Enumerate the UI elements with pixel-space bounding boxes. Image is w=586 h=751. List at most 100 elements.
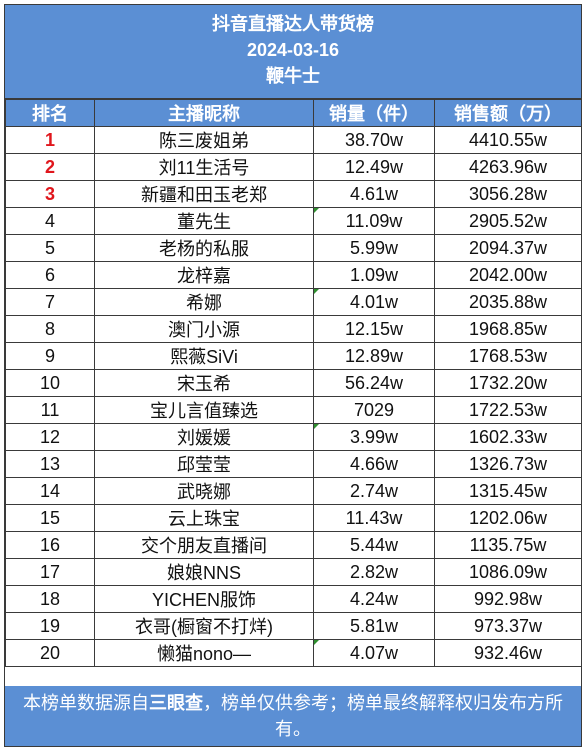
rank-cell: 18 xyxy=(5,585,95,613)
sales-cell: 5.99w xyxy=(313,234,435,262)
column-header-revenue: 销售额（万） xyxy=(434,99,582,127)
revenue-cell-text: 4263.96w xyxy=(468,156,548,177)
table-row: 2 刘11生活号 12.49w 4263.96w xyxy=(5,153,582,181)
revenue-cell-text: 2905.52w xyxy=(468,210,548,231)
revenue-cell: 973.37w xyxy=(434,612,582,640)
revenue-cell-text: 1315.45w xyxy=(468,480,548,501)
rank-cell: 3 xyxy=(5,180,95,208)
streamer-name-cell: 董先生 xyxy=(94,207,314,235)
sales-cell: 2.74w xyxy=(313,477,435,505)
rank-cell: 8 xyxy=(5,315,95,343)
revenue-cell: 4263.96w xyxy=(434,153,582,181)
disclaimer-footer: 本榜单数据源自三眼查，榜单仅供参考；榜单最终解释权归发布方所有。 xyxy=(5,686,581,746)
sales-cell-text: 4.07w xyxy=(349,642,399,663)
revenue-cell: 992.98w xyxy=(434,585,582,613)
page-title: 抖音直播达人带货榜 xyxy=(212,14,374,34)
rank-cell-text: 15 xyxy=(39,507,61,528)
streamer-name-cell-text: 老杨的私服 xyxy=(159,239,249,259)
ranking-table: 排名 主播昵称 销量（件） 销售额（万） 1 陈三废姐弟 38.70w 4410.55… xyxy=(5,99,582,667)
table-row: 17 娘娘NNS 2.82w 1086.09w xyxy=(5,558,582,586)
table-row: 1 陈三废姐弟 38.70w 4410.55w xyxy=(5,126,582,154)
sales-cell-text: 38.70w xyxy=(344,129,404,150)
sales-cell-text: 3.99w xyxy=(349,426,399,447)
streamer-name-cell-text: 交个朋友直播间 xyxy=(141,536,267,556)
revenue-cell-text: 1202.06w xyxy=(468,507,548,528)
streamer-name-cell: 武晓娜 xyxy=(94,477,314,505)
sales-cell-text: 11.09w xyxy=(345,210,403,231)
report-date: 2024-03-16 xyxy=(246,40,340,60)
rank-cell: 20 xyxy=(5,639,95,667)
rank-cell-text: 1 xyxy=(44,129,55,150)
streamer-name-cell: 老杨的私服 xyxy=(94,234,314,262)
revenue-cell-text: 992.98w xyxy=(473,588,543,609)
sales-cell: 1.09w xyxy=(313,261,435,289)
rank-cell-text: 13 xyxy=(39,453,61,474)
sales-cell: 3.99w xyxy=(313,423,435,451)
sales-cell-text: 12.89w xyxy=(344,345,404,366)
streamer-name-cell: 刘媛媛 xyxy=(94,423,314,451)
rank-cell: 16 xyxy=(5,531,95,559)
streamer-name-cell: 交个朋友直播间 xyxy=(94,531,314,559)
table-row: 16 交个朋友直播间 5.44w 1135.75w xyxy=(5,531,582,559)
streamer-name-cell-text: 刘11生活号 xyxy=(158,158,250,178)
streamer-name-cell: 澳门小源 xyxy=(94,315,314,343)
streamer-name-cell: 希娜 xyxy=(94,288,314,316)
revenue-cell-text: 1602.33w xyxy=(468,426,548,447)
streamer-name-cell-text: 娘娘NNS xyxy=(166,563,241,583)
table-row: 5 老杨的私服 5.99w 2094.37w xyxy=(5,234,582,262)
revenue-cell-text: 1732.20w xyxy=(468,372,548,393)
sales-cell-text: 12.49w xyxy=(344,156,404,177)
table-header-row: 排名 主播昵称 销量（件） 销售额（万） xyxy=(5,99,582,127)
sales-cell: 4.07w xyxy=(313,639,435,667)
revenue-cell-text: 932.46w xyxy=(473,642,543,663)
rank-cell-text: 10 xyxy=(39,372,61,393)
revenue-cell-text: 3056.28w xyxy=(468,183,548,204)
sales-cell: 5.81w xyxy=(313,612,435,640)
sales-cell-text: 5.44w xyxy=(349,534,399,555)
streamer-name-cell: 龙梓嘉 xyxy=(94,261,314,289)
revenue-cell-text: 1086.09w xyxy=(468,561,548,582)
streamer-name-cell: 陈三废姐弟 xyxy=(94,126,314,154)
rank-cell-text: 9 xyxy=(44,345,55,366)
streamer-name-cell: 云上珠宝 xyxy=(94,504,314,532)
streamer-name-cell-text: 龙梓嘉 xyxy=(177,266,231,286)
rank-cell: 5 xyxy=(5,234,95,262)
table-row: 3 新疆和田玉老郑 4.61w 3056.28w xyxy=(5,180,582,208)
revenue-cell: 932.46w xyxy=(434,639,582,667)
rank-cell: 7 xyxy=(5,288,95,316)
rank-cell: 10 xyxy=(5,369,95,397)
rank-cell-text: 2 xyxy=(44,156,55,177)
streamer-name-cell-text: 云上珠宝 xyxy=(168,509,240,529)
streamer-name-cell-text: 武晓娜 xyxy=(177,482,231,502)
sales-cell-text: 2.82w xyxy=(349,561,399,582)
sales-cell: 4.61w xyxy=(313,180,435,208)
sales-cell: 11.43w xyxy=(313,504,435,532)
table-row: 18 YICHEN服饰 4.24w 992.98w xyxy=(5,585,582,613)
revenue-cell-text: 2035.88w xyxy=(468,291,548,312)
revenue-cell: 1202.06w xyxy=(434,504,582,532)
revenue-cell: 1732.20w xyxy=(434,369,582,397)
revenue-cell-text: 973.37w xyxy=(473,615,543,636)
data-source-name: 三眼查 xyxy=(149,693,203,713)
revenue-cell-text: 1135.75w xyxy=(469,534,547,555)
sales-cell-text: 5.81w xyxy=(349,615,399,636)
rank-cell-text: 12 xyxy=(39,426,61,447)
streamer-name-cell: YICHEN服饰 xyxy=(94,585,314,613)
table-row: 7 希娜 4.01w 2035.88w xyxy=(5,288,582,316)
column-header-rank: 排名 xyxy=(5,99,95,127)
rank-cell-text: 4 xyxy=(44,210,55,231)
rank-cell-text: 8 xyxy=(44,318,55,339)
streamer-name-cell-text: 董先生 xyxy=(177,212,231,232)
streamer-name-cell-text: 刘媛媛 xyxy=(177,428,231,448)
streamer-name-cell-text: YICHEN服饰 xyxy=(151,590,256,610)
disclaimer-text-after: ，榜单仅供参考；榜单最终解释权归发布方所有。 xyxy=(203,693,563,739)
streamer-name-cell-text: 邱莹莹 xyxy=(177,455,231,475)
streamer-name-cell: 刘11生活号 xyxy=(94,153,314,181)
rank-cell: 2 xyxy=(5,153,95,181)
revenue-cell: 1768.53w xyxy=(434,342,582,370)
revenue-cell-text: 1722.53w xyxy=(468,399,548,420)
rank-cell-text: 3 xyxy=(44,183,55,204)
revenue-cell: 1135.75w xyxy=(434,531,582,559)
streamer-name-cell: 衣哥(橱窗不打烊) xyxy=(94,612,314,640)
sales-cell-text: 56.24w xyxy=(344,372,404,393)
